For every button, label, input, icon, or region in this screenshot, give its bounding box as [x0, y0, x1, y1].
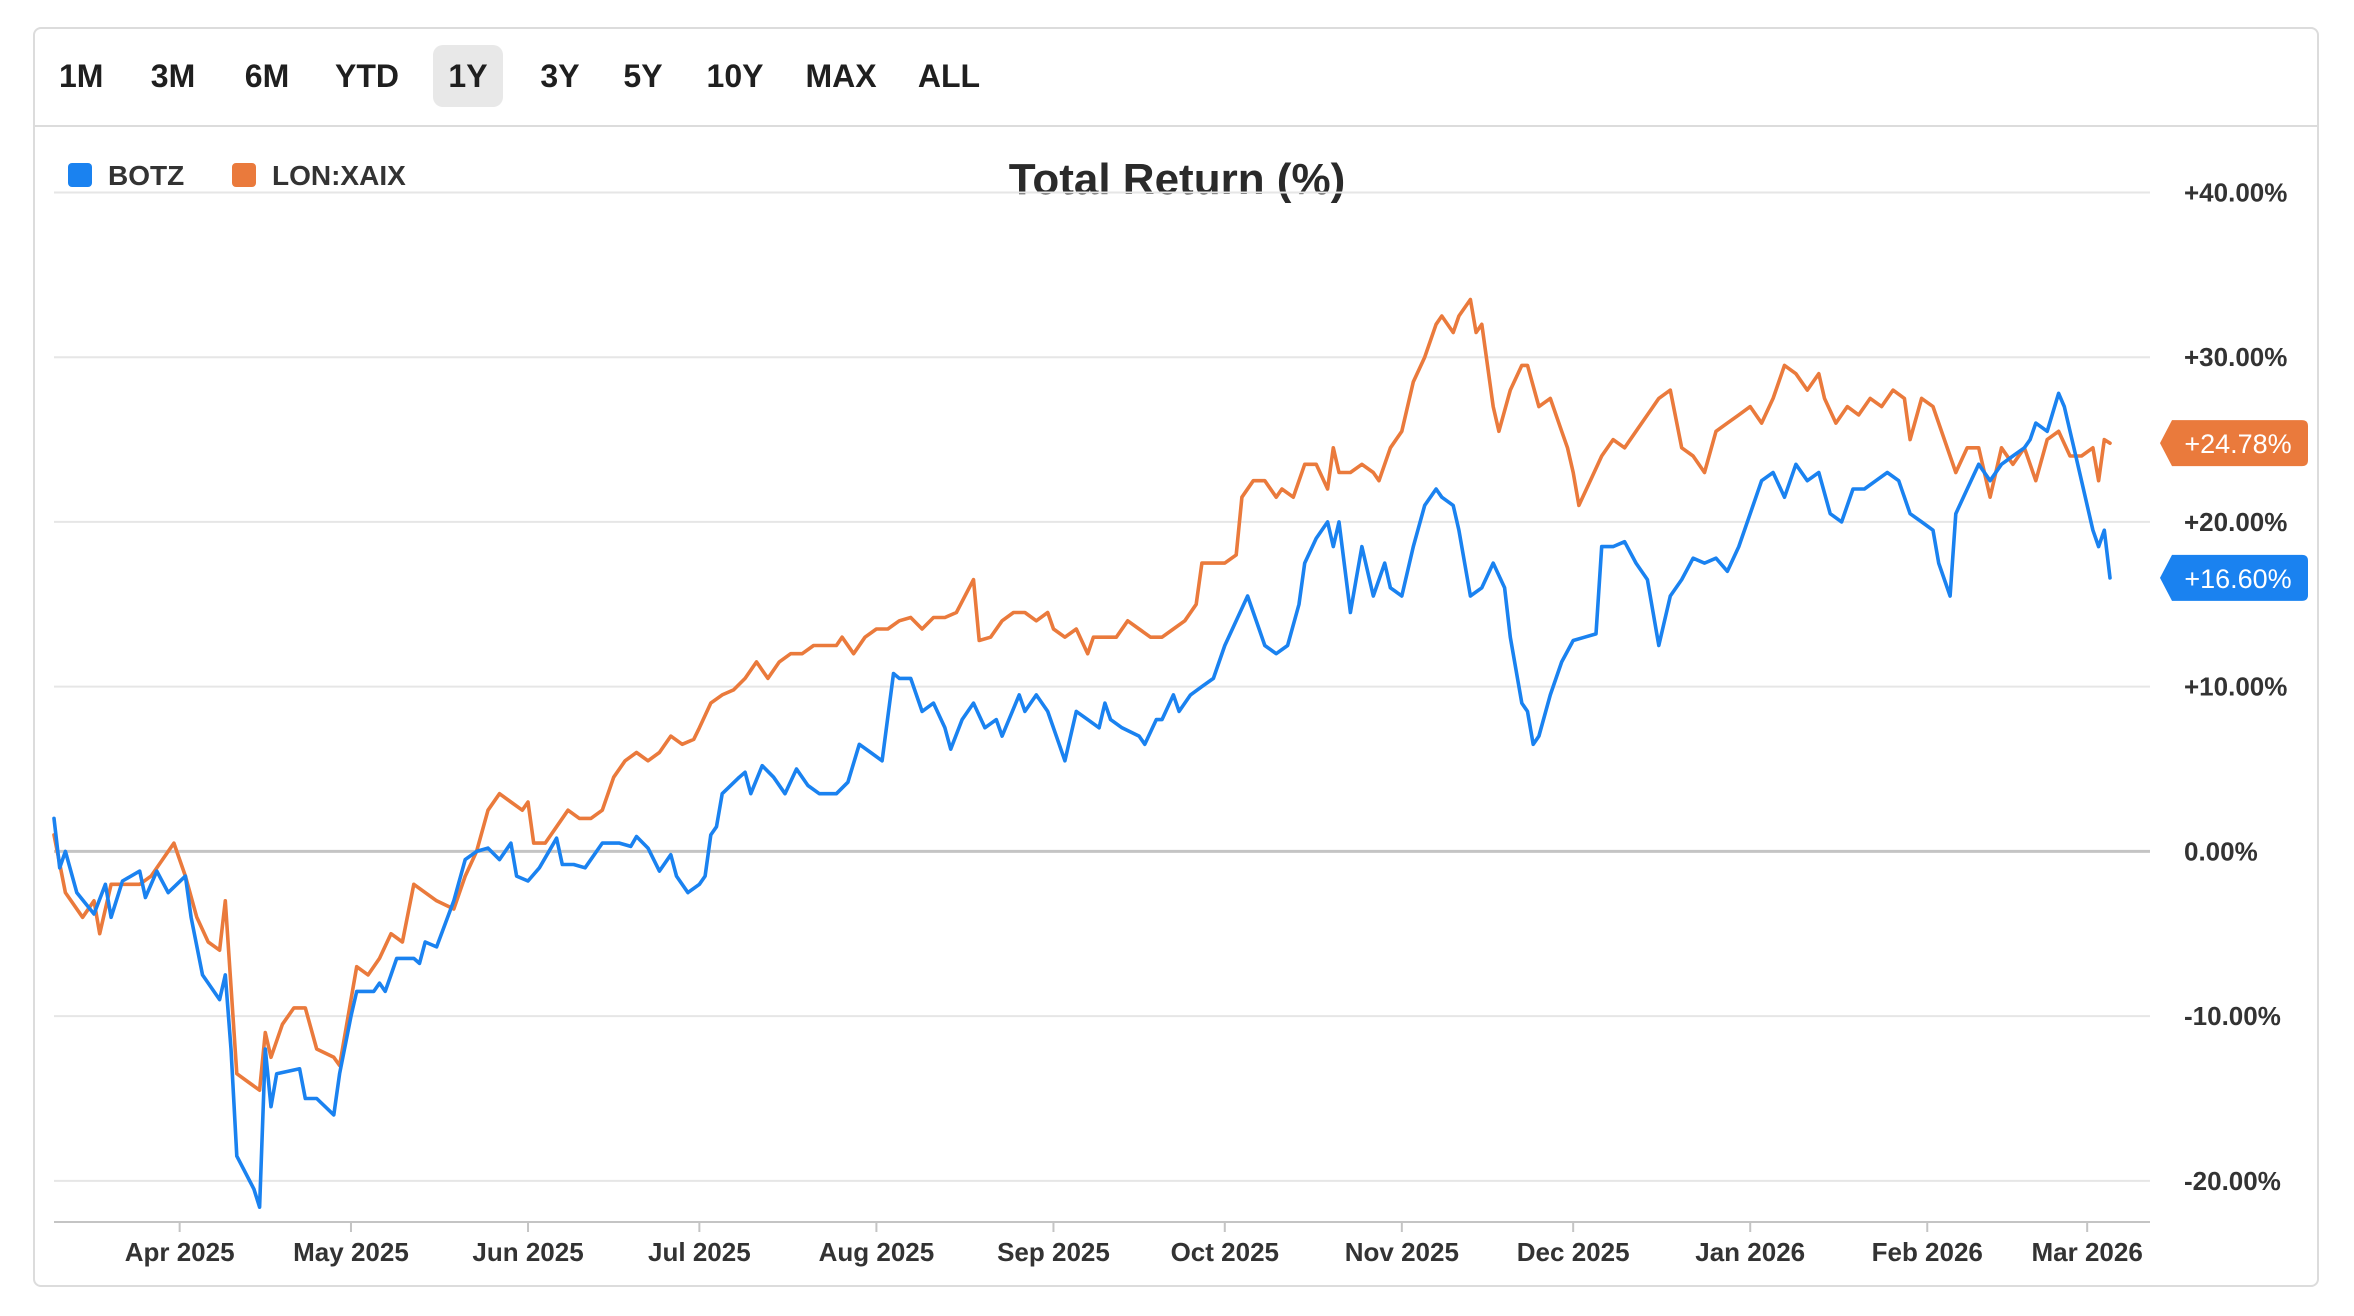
chart-card: 1M 3M 6M YTD 1Y 3Y 5Y 10Y MAX ALL [33, 27, 2319, 1287]
y-tick-label: 0.00% [2184, 836, 2258, 866]
end-value-badge-botz [2160, 554, 2308, 601]
x-tick-label: Dec 2025 [1517, 1237, 1630, 1267]
range-button-10y[interactable]: 10Y [706, 58, 764, 94]
y-tick-label: +10.00% [2184, 672, 2287, 702]
y-tick-label: -10.00% [2184, 1001, 2281, 1031]
legend-label-xaix: LON:XAIX [272, 160, 406, 191]
series-line-xaix [52, 297, 2112, 1092]
x-tick-label: Jun 2025 [472, 1237, 583, 1267]
x-tick-label: Apr 2025 [125, 1237, 235, 1267]
x-tick-label: Nov 2025 [1345, 1237, 1459, 1267]
range-button-max[interactable]: MAX [805, 58, 877, 94]
range-button-5y[interactable]: 5Y [623, 58, 663, 94]
range-button-3m[interactable]: 3M [150, 58, 196, 94]
x-tick-label: May 2025 [293, 1237, 409, 1267]
range-button-6m[interactable]: 6M [244, 58, 290, 94]
y-tick-label: +30.00% [2184, 342, 2287, 372]
x-tick-label: Mar 2026 [2032, 1237, 2143, 1267]
x-tick-label: Sep 2025 [997, 1237, 1110, 1267]
series-line-botz [52, 391, 2112, 1209]
legend-label-botz: BOTZ [108, 160, 185, 191]
range-button-3y[interactable]: 3Y [540, 58, 580, 94]
range-button-1y[interactable]: 1Y [433, 45, 503, 107]
x-tick-label: Feb 2026 [1872, 1237, 1983, 1267]
x-tick-label: Aug 2025 [819, 1237, 935, 1267]
end-value-badge-xaix [2160, 420, 2308, 467]
end-value-label-xaix: +24.78% [2184, 429, 2291, 459]
x-tick-label: Jan 2026 [1695, 1237, 1805, 1267]
y-tick-label: +20.00% [2184, 507, 2287, 537]
legend-item-xaix[interactable]: LON:XAIX [232, 160, 406, 194]
end-value-label-botz: +16.60% [2184, 564, 2291, 594]
chart-title: Total Return (%) [1008, 155, 1346, 204]
x-tick-label: Oct 2025 [1171, 1237, 1279, 1267]
legend-item-botz[interactable]: BOTZ [68, 160, 184, 194]
x-tick-label: Jul 2025 [648, 1237, 751, 1267]
time-range-selector: 1M 3M 6M YTD 1Y 3Y 5Y 10Y MAX ALL [35, 29, 2317, 127]
range-button-all[interactable]: ALL [917, 58, 981, 94]
y-tick-label: -20.00% [2184, 1166, 2281, 1196]
y-tick-label: +40.00% [2184, 177, 2287, 207]
legend-swatch-xaix [232, 162, 256, 187]
range-button-1m[interactable]: 1M [59, 58, 104, 94]
legend-swatch-botz [68, 162, 92, 187]
range-button-ytd[interactable]: YTD [335, 58, 399, 94]
